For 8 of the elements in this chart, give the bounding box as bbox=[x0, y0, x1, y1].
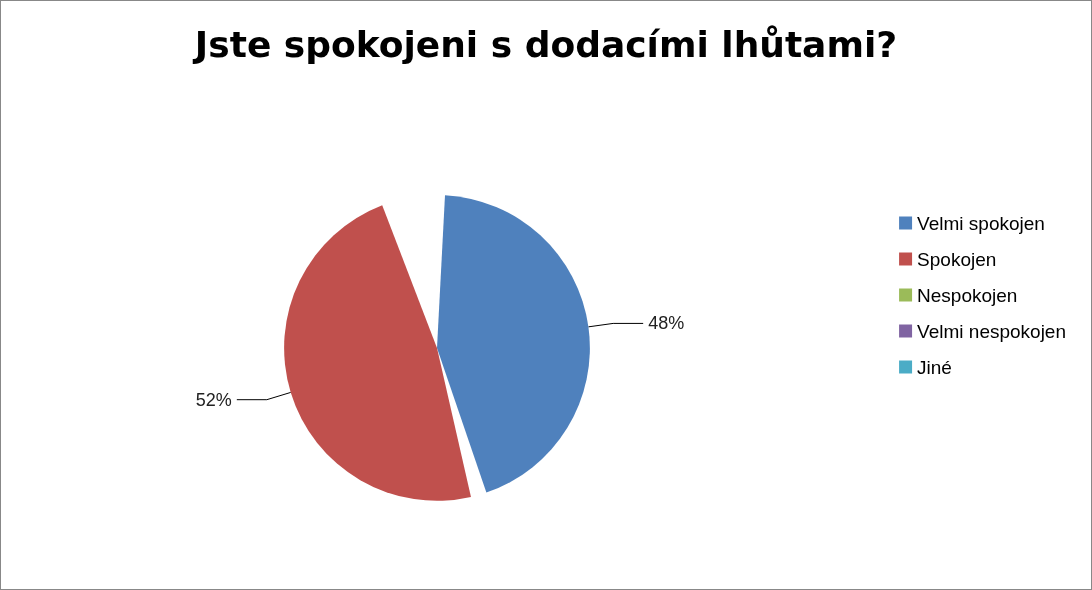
legend-label: Spokojen bbox=[917, 248, 997, 270]
legend-label: Velmi spokojen bbox=[917, 212, 1045, 234]
data-label: 48% bbox=[648, 313, 685, 334]
legend-label: Nespokojen bbox=[917, 284, 1018, 306]
legend-label: Jiné bbox=[917, 356, 952, 378]
chart-title: Jste spokojeni s dodacími lhůtami? bbox=[191, 23, 898, 65]
legend-label: Velmi nespokojen bbox=[917, 320, 1067, 342]
data-label: 52% bbox=[195, 389, 232, 410]
